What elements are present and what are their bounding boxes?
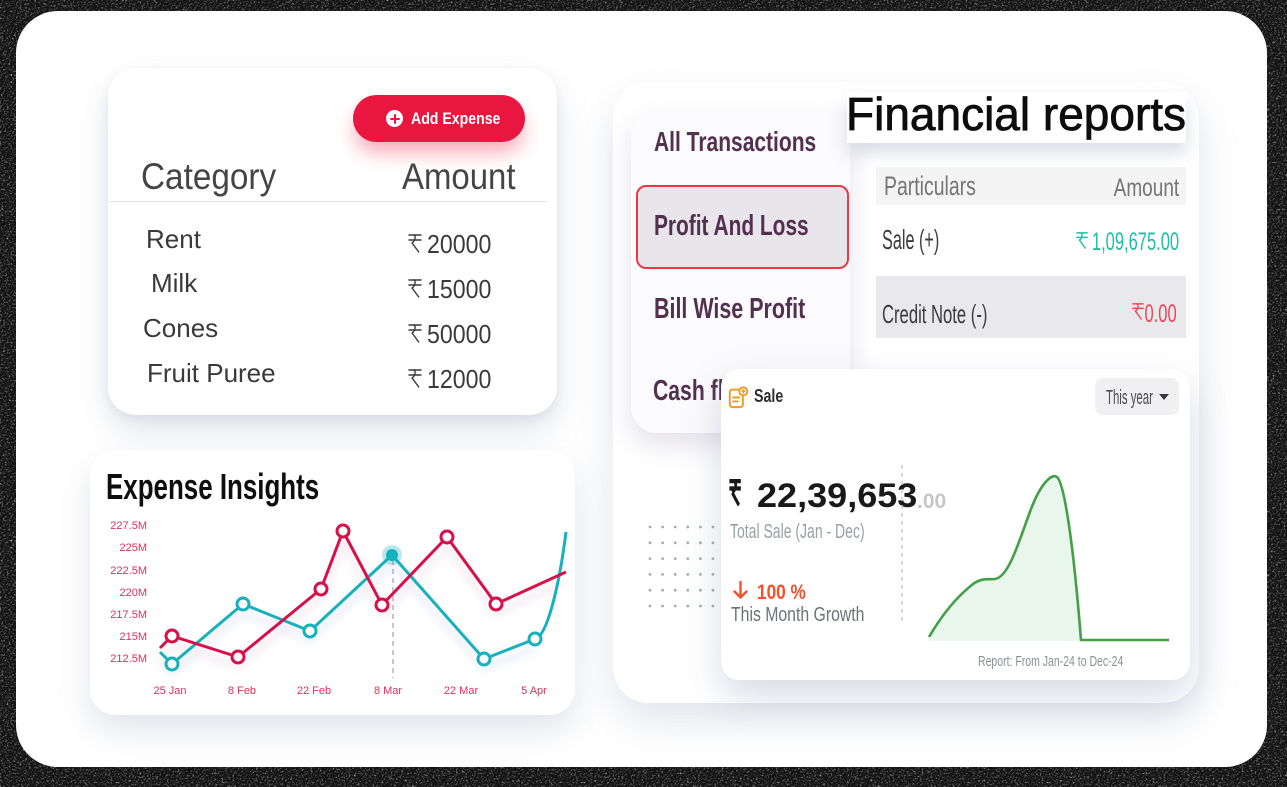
svg-text:212.5M: 212.5M [110, 653, 147, 665]
svg-text:5 Apr: 5 Apr [521, 685, 547, 697]
svg-text:217.5M: 217.5M [110, 609, 147, 621]
svg-text:225M: 225M [119, 542, 147, 554]
svg-text:25 Jan: 25 Jan [153, 685, 186, 697]
svg-text:222.5M: 222.5M [110, 565, 147, 577]
svg-text:8 Mar: 8 Mar [374, 685, 402, 697]
svg-text:8 Feb: 8 Feb [228, 685, 256, 697]
svg-text:22 Feb: 22 Feb [297, 685, 331, 697]
svg-text:227.5M: 227.5M [110, 520, 147, 532]
svg-text:220M: 220M [119, 587, 147, 599]
svg-text:215M: 215M [119, 631, 147, 643]
svg-text:22 Mar: 22 Mar [444, 685, 479, 697]
